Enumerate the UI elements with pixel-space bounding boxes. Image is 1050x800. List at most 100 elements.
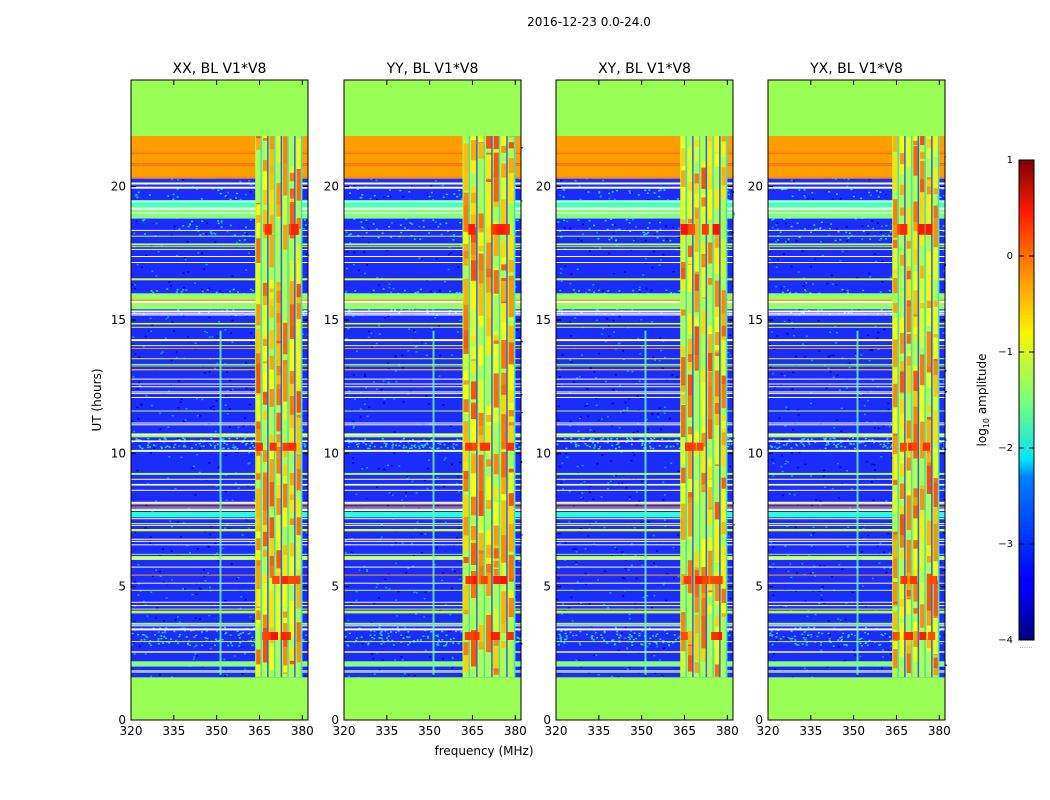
noise-speckle (662, 499, 665, 501)
noise-speckle (249, 541, 252, 544)
masked-region (344, 80, 521, 136)
noise-speckle (149, 452, 152, 454)
rfi-band-patch (508, 325, 515, 352)
y-tick-label: 15 (324, 313, 339, 327)
noise-speckle (131, 632, 134, 635)
noise-speckle (159, 428, 162, 431)
rfi-band-patch (694, 186, 700, 208)
noise-speckle (244, 599, 247, 601)
noise-speckle (644, 239, 647, 242)
noise-speckle (672, 546, 675, 549)
noise-speckle (161, 351, 164, 353)
rfi-line (344, 213, 521, 215)
noise-speckle (414, 446, 417, 449)
rfi-band-patch (296, 622, 302, 642)
rfi-band-hot (712, 224, 720, 235)
noise-speckle (411, 542, 413, 545)
noise-speckle (208, 462, 211, 464)
noise-speckle (177, 616, 180, 618)
noise-speckle (305, 499, 308, 502)
noise-speckle (146, 636, 149, 639)
noise-speckle (890, 457, 893, 459)
noise-speckle (209, 647, 212, 650)
noise-speckle (174, 487, 177, 490)
noise-speckle (229, 408, 232, 410)
noise-speckle (380, 637, 383, 639)
noise-speckle (458, 527, 461, 530)
noise-speckle (250, 390, 253, 392)
noise-speckle (629, 496, 632, 499)
noise-speckle (657, 416, 660, 418)
noise-speckle (625, 219, 628, 221)
noise-speckle (451, 568, 454, 571)
noise-speckle (649, 445, 652, 448)
noise-speckle (653, 594, 656, 597)
rfi-band-patch (493, 486, 500, 499)
noise-speckle (645, 287, 648, 290)
noise-speckle (138, 381, 140, 384)
rfi-band-hot (493, 576, 501, 584)
noise-speckle (587, 191, 590, 193)
noise-speckle (428, 232, 430, 234)
rfi-band-hot (680, 224, 688, 235)
noise-speckle (385, 444, 387, 446)
rfi-band-patch (276, 487, 282, 515)
noise-speckle (155, 500, 158, 502)
rfi-line (131, 151, 308, 153)
rfi-line (556, 243, 733, 246)
noise-speckle (732, 213, 735, 216)
rfi-line (344, 151, 521, 153)
rfi-band-patch (493, 525, 500, 546)
noise-speckle (176, 437, 179, 439)
rfi-line (131, 229, 308, 231)
noise-speckle (430, 631, 433, 633)
noise-speckle (373, 634, 376, 636)
noise-speckle (572, 634, 575, 637)
noise-speckle (641, 564, 644, 567)
noise-speckle (461, 674, 464, 677)
noise-speckle (626, 229, 629, 231)
noise-speckle (226, 196, 228, 198)
rfi-band-patch (714, 583, 720, 601)
noise-speckle (145, 254, 148, 257)
noise-speckle (158, 674, 161, 676)
noise-speckle (389, 313, 392, 316)
rfi-band-separator (294, 136, 296, 678)
noise-speckle (778, 417, 781, 420)
noise-speckle (208, 316, 211, 319)
rfi-band-patch (289, 316, 295, 352)
noise-speckle (367, 228, 370, 231)
rfi-band-patch (501, 136, 507, 146)
noise-speckle (217, 467, 220, 469)
noise-speckle (214, 241, 217, 243)
noise-speckle (790, 639, 793, 641)
noise-speckle (384, 630, 387, 632)
noise-speckle (238, 637, 241, 639)
noise-speckle (442, 658, 444, 660)
rfi-band-separator (260, 136, 262, 678)
noise-speckle (561, 354, 564, 356)
noise-speckle (452, 239, 455, 241)
noise-speckle (235, 241, 238, 244)
rfi-line (131, 248, 308, 250)
noise-speckle (441, 579, 444, 582)
noise-speckle (672, 271, 675, 273)
noise-speckle (407, 442, 410, 444)
noise-speckle (600, 496, 603, 498)
rfi-band-patch (296, 574, 302, 609)
rfi-band-patch (701, 615, 707, 652)
rfi-band-patch (694, 317, 700, 332)
noise-speckle (640, 319, 643, 321)
rfi-band-hot (269, 442, 277, 451)
rfi-band-patch (721, 555, 727, 589)
noise-speckle (678, 247, 681, 249)
rfi-band-patch (708, 386, 713, 420)
rfi-line (556, 153, 733, 155)
noise-speckle (226, 443, 229, 446)
rfi-band-patch (262, 509, 268, 525)
noise-speckle (414, 292, 417, 294)
rfi-band-patch (262, 372, 268, 392)
rfi-line (344, 176, 521, 178)
noise-speckle (438, 639, 440, 641)
noise-speckle (373, 602, 376, 604)
